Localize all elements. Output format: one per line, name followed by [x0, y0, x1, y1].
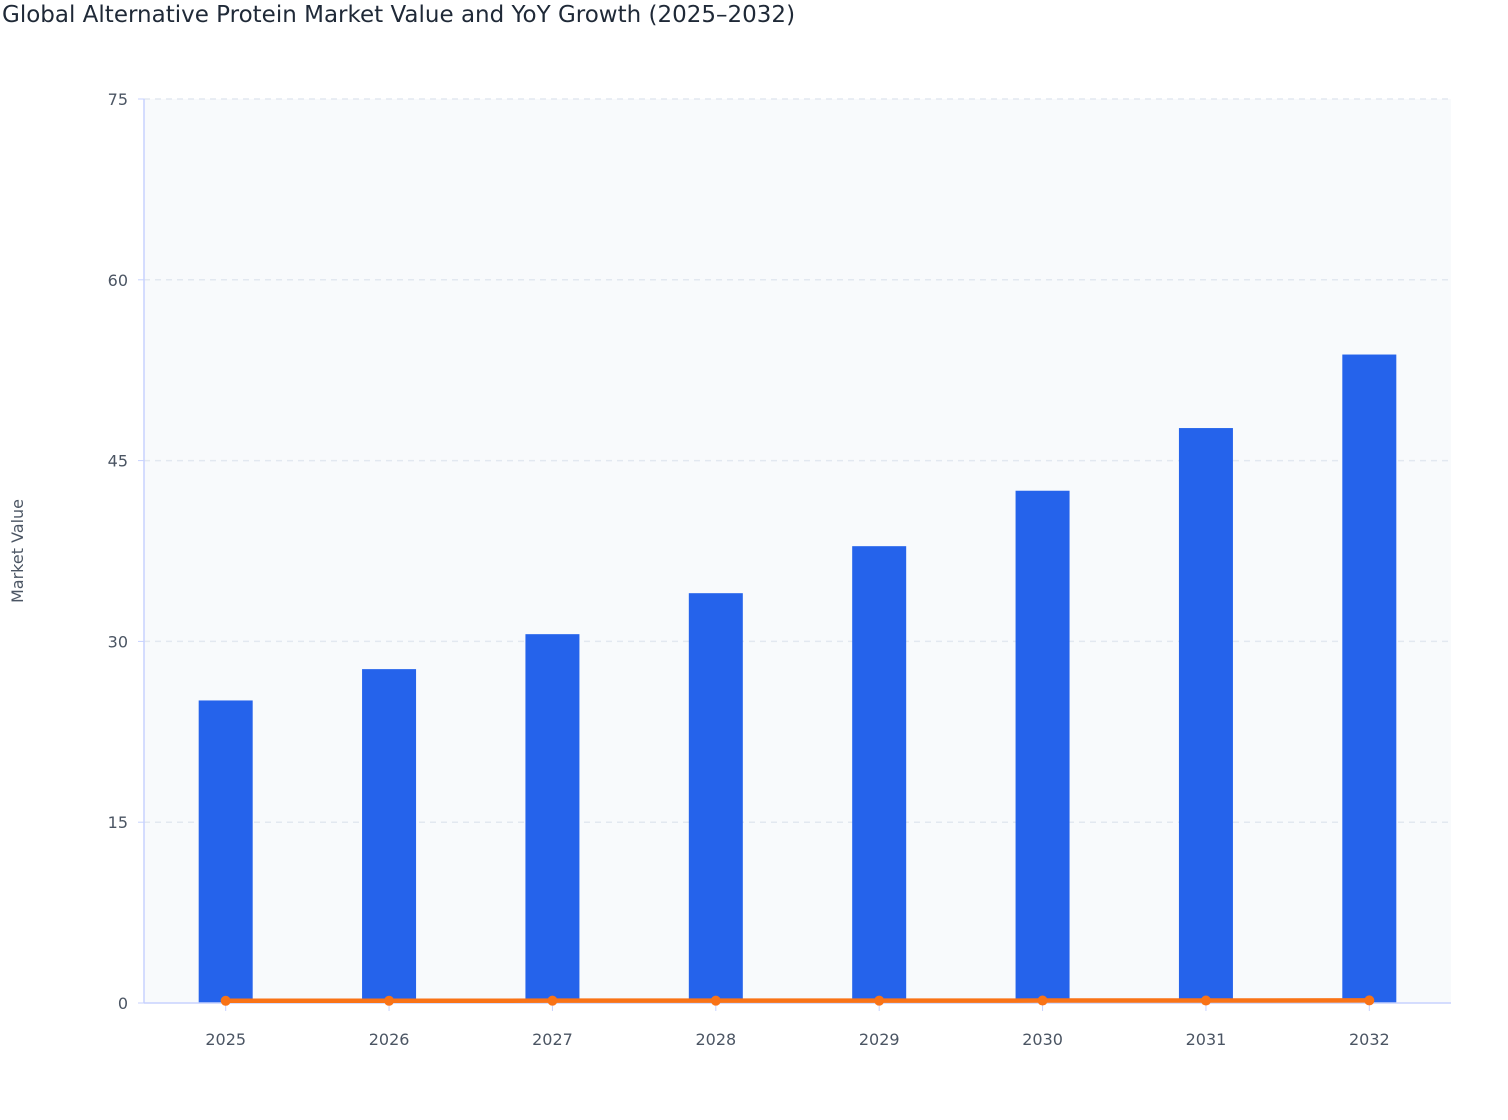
y-tick-label: 75 — [108, 90, 128, 109]
growth-point — [547, 995, 558, 1006]
growth-point — [1037, 995, 1048, 1006]
x-tick-label: 2028 — [695, 1030, 736, 1049]
bar — [688, 593, 743, 1003]
x-tick-label: 2025 — [205, 1030, 246, 1049]
y-axis-label: Market Value — [8, 499, 27, 603]
bar — [1342, 354, 1397, 1004]
y-tick-label: 60 — [108, 271, 128, 290]
x-tick-label: 2031 — [1186, 1030, 1227, 1049]
growth-point — [874, 995, 885, 1006]
bar — [1178, 428, 1233, 1003]
chart-title: Global Alternative Protein Market Value … — [2, 2, 796, 28]
x-tick-label: 2027 — [532, 1030, 573, 1049]
x-tick-label: 2029 — [859, 1030, 900, 1049]
x-tick-label: 2026 — [369, 1030, 410, 1049]
x-tick-label: 2030 — [1022, 1030, 1063, 1049]
bar — [525, 634, 580, 1003]
bar — [198, 700, 253, 1003]
y-tick-label: 0 — [118, 994, 128, 1013]
bar — [852, 546, 907, 1003]
growth-point — [384, 995, 395, 1006]
growth-point — [1200, 995, 1211, 1006]
y-tick-label: 30 — [108, 632, 128, 651]
y-tick-label: 45 — [108, 452, 128, 471]
plot-area — [144, 99, 1451, 1003]
bar — [1015, 490, 1070, 1003]
growth-point — [1364, 995, 1375, 1006]
x-tick-label: 2032 — [1349, 1030, 1390, 1049]
growth-point — [220, 995, 231, 1006]
growth-point — [710, 995, 721, 1006]
bar — [362, 669, 417, 1003]
y-tick-label: 15 — [108, 813, 128, 832]
